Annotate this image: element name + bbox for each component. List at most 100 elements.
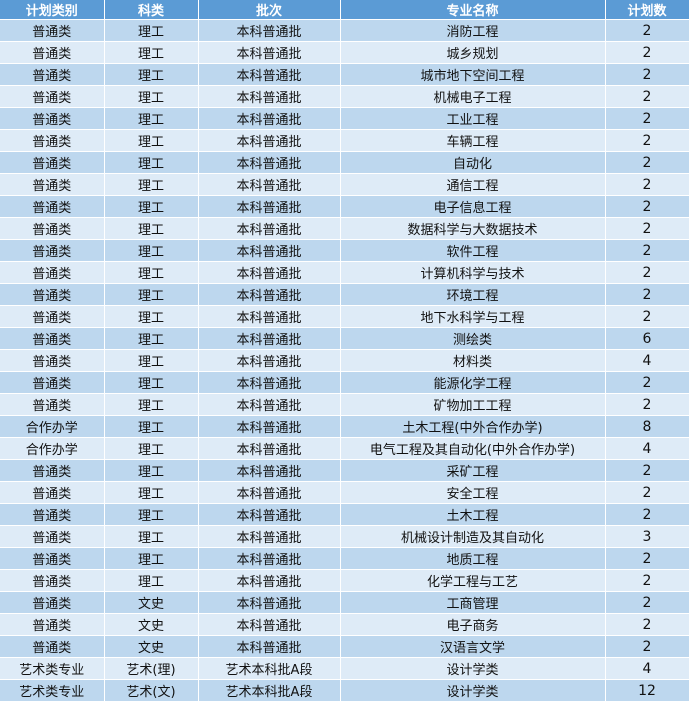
cell-major-name: 机械设计制造及其自动化 xyxy=(340,525,606,548)
table-row: 普通类 理工 本科普通批 消防工程 2 xyxy=(0,19,689,42)
cell-subject-type: 文史 xyxy=(104,613,199,636)
cell-batch: 本科普通批 xyxy=(198,613,341,636)
cell-major-name: 环境工程 xyxy=(340,283,606,306)
table-row: 艺术类专业 艺术(理) 艺术本科批A段 设计学类 4 xyxy=(0,657,689,680)
table-row: 普通类 文史 本科普通批 工商管理 2 xyxy=(0,591,689,614)
cell-plan-count: 2 xyxy=(605,107,689,130)
cell-plan-count: 2 xyxy=(605,19,689,42)
table-row: 普通类 理工 本科普通批 工业工程 2 xyxy=(0,107,689,130)
cell-plan-count: 8 xyxy=(605,415,689,438)
cell-batch: 本科普通批 xyxy=(198,459,341,482)
table-row: 普通类 理工 本科普通批 化学工程与工艺 2 xyxy=(0,569,689,592)
table-row: 普通类 理工 本科普通批 采矿工程 2 xyxy=(0,459,689,482)
cell-batch: 本科普通批 xyxy=(198,327,341,350)
cell-batch: 本科普通批 xyxy=(198,569,341,592)
cell-batch: 本科普通批 xyxy=(198,151,341,174)
cell-plan-count: 2 xyxy=(605,305,689,328)
cell-subject-type: 理工 xyxy=(104,85,199,108)
column-header-plan-category: 计划类别 xyxy=(0,0,105,20)
cell-batch: 本科普通批 xyxy=(198,437,341,460)
table-row: 普通类 理工 本科普通批 数据科学与大数据技术 2 xyxy=(0,217,689,240)
column-header-batch: 批次 xyxy=(198,0,341,20)
cell-plan-category: 普通类 xyxy=(0,107,105,130)
cell-plan-category: 普通类 xyxy=(0,635,105,658)
cell-major-name: 数据科学与大数据技术 xyxy=(340,217,606,240)
cell-plan-count: 2 xyxy=(605,151,689,174)
cell-major-name: 土木工程(中外合作办学) xyxy=(340,415,606,438)
cell-plan-category: 普通类 xyxy=(0,195,105,218)
cell-plan-category: 普通类 xyxy=(0,327,105,350)
cell-plan-count: 2 xyxy=(605,195,689,218)
cell-plan-category: 普通类 xyxy=(0,305,105,328)
cell-subject-type: 理工 xyxy=(104,393,199,416)
cell-batch: 本科普通批 xyxy=(198,129,341,152)
cell-subject-type: 理工 xyxy=(104,107,199,130)
cell-batch: 本科普通批 xyxy=(198,393,341,416)
cell-major-name: 土木工程 xyxy=(340,503,606,526)
cell-plan-count: 4 xyxy=(605,349,689,372)
cell-plan-count: 12 xyxy=(605,679,689,702)
table-row: 普通类 理工 本科普通批 机械设计制造及其自动化 3 xyxy=(0,525,689,548)
table-row: 普通类 理工 本科普通批 城市地下空间工程 2 xyxy=(0,63,689,86)
cell-plan-category: 普通类 xyxy=(0,217,105,240)
header-row: 计划类别 科类 批次 专业名称 计划数 xyxy=(0,0,689,20)
cell-major-name: 地质工程 xyxy=(340,547,606,570)
cell-plan-category: 普通类 xyxy=(0,63,105,86)
table-row: 艺术类专业 艺术(文) 艺术本科批A段 设计学类 12 xyxy=(0,679,689,702)
cell-major-name: 电气工程及其自动化(中外合作办学) xyxy=(340,437,606,460)
column-header-plan-count: 计划数 xyxy=(605,0,689,20)
cell-subject-type: 文史 xyxy=(104,591,199,614)
table-row: 普通类 理工 本科普通批 城乡规划 2 xyxy=(0,41,689,64)
cell-plan-count: 2 xyxy=(605,41,689,64)
table-row: 普通类 理工 本科普通批 计算机科学与技术 2 xyxy=(0,261,689,284)
cell-subject-type: 理工 xyxy=(104,371,199,394)
cell-plan-category: 普通类 xyxy=(0,503,105,526)
cell-major-name: 汉语言文学 xyxy=(340,635,606,658)
cell-major-name: 消防工程 xyxy=(340,19,606,42)
cell-subject-type: 理工 xyxy=(104,217,199,240)
cell-plan-category: 合作办学 xyxy=(0,437,105,460)
cell-plan-category: 合作办学 xyxy=(0,415,105,438)
cell-subject-type: 理工 xyxy=(104,415,199,438)
cell-plan-category: 普通类 xyxy=(0,393,105,416)
cell-major-name: 化学工程与工艺 xyxy=(340,569,606,592)
cell-batch: 本科普通批 xyxy=(198,525,341,548)
table-row: 合作办学 理工 本科普通批 土木工程(中外合作办学) 8 xyxy=(0,415,689,438)
cell-plan-category: 普通类 xyxy=(0,525,105,548)
table-row: 普通类 理工 本科普通批 矿物加工工程 2 xyxy=(0,393,689,416)
cell-plan-category: 普通类 xyxy=(0,481,105,504)
table-row: 普通类 理工 本科普通批 车辆工程 2 xyxy=(0,129,689,152)
cell-plan-count: 2 xyxy=(605,481,689,504)
cell-major-name: 测绘类 xyxy=(340,327,606,350)
cell-subject-type: 理工 xyxy=(104,63,199,86)
cell-major-name: 采矿工程 xyxy=(340,459,606,482)
cell-plan-category: 普通类 xyxy=(0,19,105,42)
column-header-major-name: 专业名称 xyxy=(340,0,606,20)
cell-subject-type: 艺术(文) xyxy=(104,679,199,702)
cell-subject-type: 理工 xyxy=(104,481,199,504)
cell-batch: 本科普通批 xyxy=(198,173,341,196)
cell-plan-category: 普通类 xyxy=(0,173,105,196)
cell-subject-type: 理工 xyxy=(104,283,199,306)
cell-subject-type: 理工 xyxy=(104,525,199,548)
table-row: 普通类 理工 本科普通批 地下水科学与工程 2 xyxy=(0,305,689,328)
cell-plan-category: 艺术类专业 xyxy=(0,679,105,702)
cell-subject-type: 理工 xyxy=(104,547,199,570)
cell-major-name: 工业工程 xyxy=(340,107,606,130)
cell-batch: 本科普通批 xyxy=(198,635,341,658)
cell-subject-type: 理工 xyxy=(104,437,199,460)
cell-major-name: 电子信息工程 xyxy=(340,195,606,218)
cell-plan-category: 普通类 xyxy=(0,129,105,152)
cell-plan-count: 2 xyxy=(605,459,689,482)
table-row: 普通类 文史 本科普通批 电子商务 2 xyxy=(0,613,689,636)
cell-major-name: 能源化学工程 xyxy=(340,371,606,394)
cell-plan-count: 2 xyxy=(605,217,689,240)
cell-major-name: 材料类 xyxy=(340,349,606,372)
cell-subject-type: 理工 xyxy=(104,129,199,152)
cell-subject-type: 艺术(理) xyxy=(104,657,199,680)
cell-plan-count: 2 xyxy=(605,283,689,306)
cell-major-name: 设计学类 xyxy=(340,679,606,702)
cell-plan-count: 4 xyxy=(605,437,689,460)
cell-major-name: 城乡规划 xyxy=(340,41,606,64)
cell-batch: 本科普通批 xyxy=(198,415,341,438)
